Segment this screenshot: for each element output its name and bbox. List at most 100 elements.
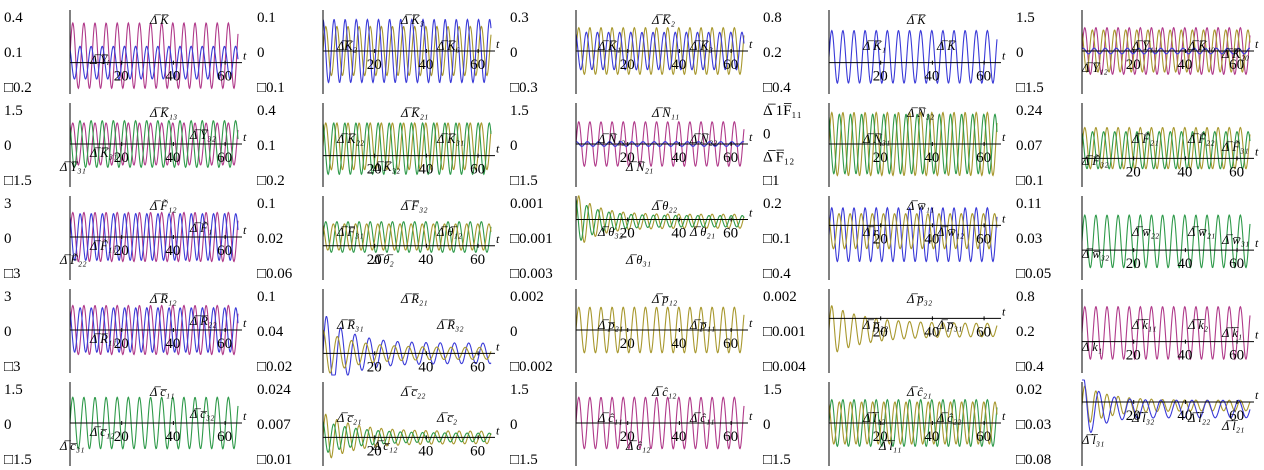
series-annotation: Δ̅ F̃₂₂ (1187, 132, 1215, 146)
y-tick-label: 0.1 (257, 10, 276, 26)
series-annotation: Δ̅ p̅₂₁ (597, 318, 623, 332)
y-tick-label: 0.2 (763, 45, 782, 61)
series-annotation: Δ̅ N̅₁₂ (597, 132, 626, 146)
x-tick-label: 20 (114, 429, 129, 445)
x-tick-label: 40 (165, 150, 180, 166)
x-tick-label: 40 (1177, 348, 1192, 364)
chart-panel: 1.5 0 □1.5 20 40 60 t Δ̅ l̅₁₂ Δ̅ ĉ₂₁ Δ̅ ĉ₂₂ Δ̅ l̅₁… (759, 378, 1011, 470)
y-tick-label: Δ̅ 1F̅₁₁ (763, 103, 802, 119)
x-tick-label: 20 (367, 359, 382, 375)
x-tick-label: 20 (367, 252, 382, 268)
x-axis-label: t (1255, 388, 1259, 402)
x-axis-label: t (749, 409, 753, 423)
series-annotation: Δ̅ c̅₂₂ (400, 385, 426, 399)
y-tick-label: Δ̅ F̅₁₂ (763, 150, 794, 166)
chart-panel-svg: 0.002 □0.001 □0.004 20 40 60 t Δ̅ p̅₂₂ Δ̅ p̅₃₂Δ̅… (763, 289, 1006, 375)
series-line (1081, 47, 1250, 55)
series-annotation: Δ̅ R̅₃₂ (436, 318, 464, 332)
x-axis-label: t (243, 316, 247, 330)
y-tick-label: 0.007 (257, 417, 291, 433)
chart-panel-svg: 3 0 □3 20 40 60 t Δ̅ F̃₁₂ Δ̅ F̃₁₁ Δ̅ F̃₁ Δ̅ F̃₂₂ (4, 196, 247, 282)
series-annotation: Δ̅ ĉ₁₁ (597, 411, 622, 425)
series-annotation: Δ̅ F̃₃₁ (1221, 140, 1249, 154)
x-axis-label: t (1002, 130, 1006, 144)
y-tick-label: 0 (763, 417, 771, 433)
y-tick-label: □0.06 (257, 266, 293, 282)
x-tick-label: 60 (976, 69, 991, 85)
series-annotation: Δ̅ p̅₁₁ (689, 318, 715, 332)
y-tick-label: 0.02 (1016, 382, 1042, 398)
series-annotation: Δ̅ K̅₂₀ (1221, 47, 1249, 61)
x-tick-label: 20 (873, 150, 888, 166)
series-annotation: Δ̅ K̅ (906, 13, 926, 27)
chart-panel-svg: 1.5 0 □1.5 20 40 60 t Δ̅ N̅₁₂ Δ̅ N̅₁₁ Δ̅ N̅₂₂ Δ̅ N… (510, 103, 753, 189)
series-line (576, 141, 745, 147)
x-tick-label: 20 (620, 226, 635, 242)
x-tick-label: 40 (671, 226, 686, 242)
x-tick-label: 40 (418, 162, 433, 178)
x-tick-label: 60 (976, 150, 991, 166)
series-line (69, 212, 239, 262)
x-tick-label: 60 (723, 226, 738, 242)
series-annotation: Δ̅ r (862, 225, 878, 239)
x-axis-label: t (749, 316, 753, 330)
series-annotation: Δ̅ ĉ₂₂ (936, 411, 962, 425)
x-tick-label: 60 (217, 150, 232, 166)
chart-panel: 1.5 0 □1.5 20 40 60 t Δ̅ Y̅₁₁ Δ̅ K̅₁₀ Δ̅ K̅₂₀ Δ̅ Y… (1012, 6, 1264, 98)
y-tick-label: □0.4 (763, 266, 791, 282)
series-annotation: Δ̅ K̅₁ (597, 39, 621, 53)
chart-panel: 0.11 0.03 □0.05 20 40 60 t Δ̅ w̅₂₂ Δ̅ w̅₂₁ Δ̅ w̅₃… (1012, 192, 1264, 284)
x-tick-label: 60 (723, 57, 738, 73)
x-tick-label: 60 (470, 252, 485, 268)
series-line (828, 401, 998, 445)
y-tick-label: 0 (510, 138, 518, 154)
x-tick-label: 20 (367, 443, 382, 459)
series-annotation: Δ̅ k̅₂ (1187, 318, 1209, 332)
series-line (69, 306, 239, 354)
y-tick-label: 0.002 (763, 289, 797, 305)
chart-panel: 1.5 0 □1.5 20 40 60 t Δ̅ ĉ₁₁ Δ̅ ĉ₁₂ Δ̅ ĉ₁₁ Δ̅ ĉ₁₂ (506, 378, 758, 470)
series-annotation: Δ̅ c̅₁₁ (149, 385, 174, 399)
series-annotation: Δ̅ w̅₂₂ (1131, 225, 1160, 239)
y-tick-label: 3 (4, 289, 12, 305)
chart-panel: 0.1 0.04 □0.02 20 40 60 t Δ̅ R̅₃₁ Δ̅ R̅₂₁ Δ̅ R̅₃₂ (253, 285, 505, 377)
chart-panel-svg: 0.4 0.1 □0.2 20 40 60 t Δ̅ K̅ Δ̅ Y̅ᵢ (4, 10, 247, 96)
series-annotation: Δ̅ c̅₂ (436, 411, 458, 425)
x-axis-label: t (243, 49, 247, 63)
series-line (575, 306, 745, 354)
x-tick-label: 20 (873, 69, 888, 85)
y-tick-label: □0.4 (1016, 359, 1044, 375)
series-annotation: Δ̅ k̅₁ (1221, 326, 1242, 340)
series-annotation: Δ̅ Y̅₁₁ (1131, 39, 1158, 53)
x-tick-label: 40 (1177, 408, 1192, 424)
x-axis-label: t (1255, 328, 1259, 342)
chart-panel: 0.3 0 □0.3 20 40 60 t Δ̅ K̅₁ Δ̅ K̅₂ Δ̅ K̅₃ (506, 6, 758, 98)
series-annotation: Δ̅ K̅₃₁ (436, 132, 464, 146)
series-line (1081, 213, 1251, 269)
chart-panel: 1.5 0 □1.5 20 40 60 t Δ̅ c̅₁₁ Δ̅ c̅₁₂ Δ̅ c̅₃₂ Δ̅ c… (0, 378, 252, 470)
x-tick-label: 40 (924, 324, 939, 340)
series-annotation: Δ̅ θ₂₂ (651, 199, 678, 213)
chart-panel-svg: 0.3 0 □0.3 20 40 60 t Δ̅ K̅₁ Δ̅ K̅₂ Δ̅ K̅₃ (510, 10, 753, 96)
series-line (322, 421, 492, 453)
x-tick-label: 40 (418, 359, 433, 375)
series-annotation: Δ̅ K̅₂ (651, 13, 676, 27)
series-annotation: Δ̅ F̃₃₂ (1081, 154, 1109, 168)
x-axis-label: t (1002, 304, 1006, 318)
x-tick-label: 20 (873, 429, 888, 445)
x-axis-label: t (243, 409, 247, 423)
chart-panel-svg: 0.1 0 □0.1 20 40 60 t Δ̅K̅₂ Δ̅ K̅₃ Δ̅ K̅₆ (257, 10, 500, 96)
x-tick-label: 40 (924, 150, 939, 166)
y-tick-label: 3 (4, 196, 12, 212)
chart-panel: 0.1 0 □0.1 20 40 60 t Δ̅K̅₂ Δ̅ K̅₃ Δ̅ K̅₆ (253, 6, 505, 98)
chart-panel: 1.5 0 □1.5 20 40 60 t Δ̅ K̅₁₃ Δ̅ K̅₃₁ Δ̅ Y̅₃₂ Δ̅ Y… (0, 99, 252, 191)
series-annotation: Δ̅ Y̅₁₂ (1081, 61, 1109, 75)
series-annotation: Δ̅ θ₃₂ (597, 225, 624, 239)
chart-panel-svg: 0.02 □0.03 □0.08 20 40 60 t Δ̅ l̅₃₂ Δ̅ l̅₂₂ Δ̅ l̅… (1016, 379, 1259, 468)
x-axis-label: t (496, 37, 500, 51)
y-tick-label: 0.2 (1016, 324, 1035, 340)
x-axis-label: t (496, 423, 500, 437)
x-tick-label: 20 (367, 57, 382, 73)
chart-panel: 0.002 □0.001 □0.004 20 40 60 t Δ̅ p̅₂₂ Δ̅ p̅₃₂ Δ̅… (759, 285, 1011, 377)
y-tick-label: 0 (510, 324, 518, 340)
